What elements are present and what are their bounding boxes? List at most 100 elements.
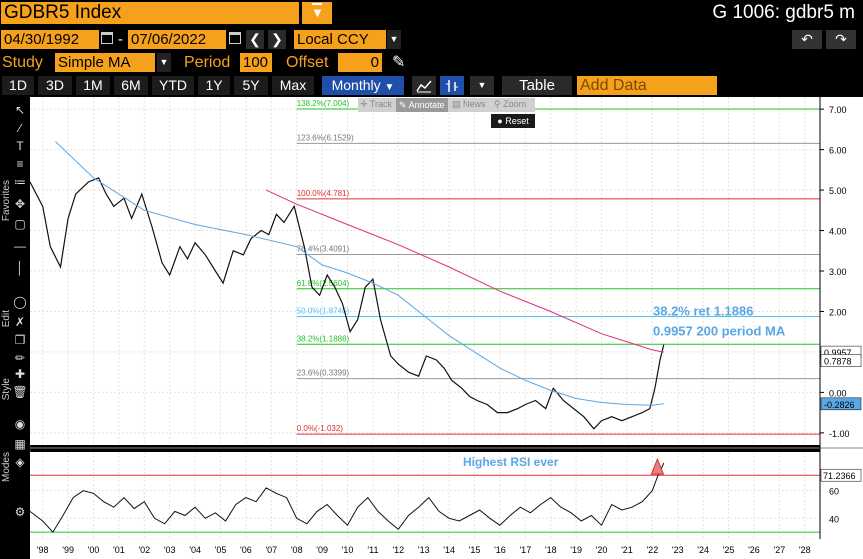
fill-icon[interactable]: ▦: [14, 437, 26, 451]
study-select[interactable]: Simple MA: [55, 53, 155, 72]
period-button-ytd[interactable]: YTD: [152, 76, 194, 95]
study-dropdown-button[interactable]: ▼: [157, 53, 171, 72]
pencil-icon[interactable]: ✎: [392, 54, 406, 71]
rsi-annotation: Highest RSI ever: [463, 455, 559, 469]
undo-button[interactable]: ↶: [792, 30, 822, 49]
text-tool-icon[interactable]: T: [16, 139, 24, 153]
x-tick-label: '99: [62, 545, 74, 555]
chevron-down-icon: ▼: [389, 34, 399, 44]
period-button-1d[interactable]: 1D: [2, 76, 34, 95]
x-tick-label: '08: [291, 545, 303, 555]
undo-icon: ↶: [801, 31, 813, 47]
annotate-tool[interactable]: ✎ Annotate: [396, 98, 448, 112]
price-tag-label: -0.2826: [824, 400, 855, 410]
start-date-field[interactable]: 04/30/1992: [1, 30, 99, 49]
erase-icon[interactable]: ✗: [14, 315, 26, 329]
x-tick-label: '01: [113, 545, 125, 555]
x-tick-label: '05: [215, 545, 227, 555]
end-calendar-icon[interactable]: [229, 32, 241, 44]
prev-period-button[interactable]: ❮: [246, 30, 264, 49]
color-icon[interactable]: ◈: [15, 455, 25, 469]
menu-lines-icon: [312, 3, 322, 5]
add-data-input[interactable]: Add Data: [577, 76, 717, 95]
x-tick-label: '27: [773, 545, 785, 555]
reset-dot-icon: ●: [497, 116, 503, 126]
frequency-select[interactable]: Monthly ▼: [322, 76, 404, 95]
news-label: News: [463, 99, 486, 109]
x-tick-label: '26: [748, 545, 760, 555]
ellipse-icon[interactable]: ◯: [13, 295, 27, 309]
rectangle-icon[interactable]: ▢: [14, 217, 26, 231]
x-tick-label: '11: [367, 545, 378, 555]
x-tick-label: '10: [342, 545, 354, 555]
rsi-value-label: 71.2366: [823, 471, 856, 481]
y-tick-label: 7.00: [829, 105, 847, 115]
fib-tool-icon[interactable]: ≡: [16, 157, 24, 171]
hline-icon[interactable]: —: [14, 239, 26, 253]
fib-retracement-annotation: 38.2% ret 1.1886: [653, 304, 753, 319]
fib-level-label: 38.2%(1.1886): [297, 334, 350, 343]
cursor-icon[interactable]: ↖: [14, 103, 26, 117]
x-tick-label: '06: [240, 545, 252, 555]
x-tick-label: '16: [494, 545, 506, 555]
period-button-6m[interactable]: 6M: [114, 76, 148, 95]
chevron-right-icon: ❯: [271, 31, 283, 47]
ticker-field[interactable]: GDBR5 Index: [1, 2, 299, 24]
channel-icon[interactable]: ≔: [14, 175, 26, 189]
period-button-5y[interactable]: 5Y: [234, 76, 268, 95]
chevron-down-icon: ▼: [159, 57, 169, 67]
price-series-line: [29, 177, 665, 430]
trash-icon[interactable]: 🗑: [12, 385, 28, 399]
style-icon[interactable]: ◉: [14, 417, 26, 431]
period-input[interactable]: 100: [240, 53, 272, 72]
next-period-button[interactable]: ❯: [268, 30, 286, 49]
start-calendar-icon[interactable]: [101, 32, 113, 44]
pan-icon[interactable]: ✥: [14, 197, 26, 211]
line-chart-button[interactable]: [412, 76, 436, 95]
cross-icon[interactable]: ✚: [14, 367, 26, 381]
track-tool[interactable]: ✛ Track: [360, 99, 392, 110]
news-tool[interactable]: ▤ News: [452, 99, 486, 110]
fib-level-label: 61.8%(2.5604): [297, 279, 350, 288]
period-button-max[interactable]: Max: [272, 76, 314, 95]
currency-dropdown-button[interactable]: ▼: [387, 30, 401, 49]
table-button[interactable]: Table: [502, 76, 572, 95]
reset-button[interactable]: ● Reset: [491, 114, 535, 128]
period-button-3d[interactable]: 3D: [38, 76, 72, 95]
offset-label: Offset: [286, 54, 329, 71]
line-tool-icon[interactable]: ∕: [18, 121, 21, 135]
chevron-left-icon: ❮: [249, 31, 261, 47]
line-chart-icon: [416, 80, 432, 93]
frequency-label: Monthly: [331, 77, 381, 93]
ticker-menu-button[interactable]: ▼: [302, 2, 332, 24]
end-date-field[interactable]: 07/06/2022: [128, 30, 226, 49]
ohlc-bars-icon: [446, 80, 458, 92]
x-tick-label: '98: [37, 545, 49, 555]
annotate-label: Annotate: [408, 100, 445, 110]
x-tick-label: '09: [316, 545, 328, 555]
currency-select[interactable]: Local CCY: [294, 30, 386, 49]
x-tick-label: '02: [138, 545, 150, 555]
zoom-tool[interactable]: ⚲ Zoom: [494, 99, 526, 110]
x-tick-label: '00: [88, 545, 100, 555]
vline-icon[interactable]: │: [16, 261, 24, 275]
ma200-series-line: [265, 189, 664, 353]
bar-chart-button[interactable]: [440, 76, 464, 95]
x-tick-label: '22: [646, 545, 658, 555]
offset-input[interactable]: 0: [338, 53, 382, 72]
mode-icon[interactable]: ⚙: [14, 505, 26, 519]
period-label: Period: [184, 54, 231, 71]
period-button-1y[interactable]: 1Y: [198, 76, 230, 95]
x-tick-label: '17: [519, 545, 531, 555]
chart-type-dropdown-button[interactable]: ▼: [470, 76, 494, 95]
period-button-1m[interactable]: 1M: [76, 76, 110, 95]
copy-icon[interactable]: ❐: [14, 333, 26, 347]
brush-icon[interactable]: ✏: [14, 351, 26, 365]
redo-button[interactable]: ↷: [826, 30, 856, 49]
price-tag-label: 0.9957: [824, 348, 852, 358]
chevron-down-icon: ▼: [384, 82, 395, 93]
main-plot-background: [30, 97, 820, 445]
fib-level-label: 23.6%(0.3399): [297, 369, 350, 378]
rsi-y-tick-label: 60: [829, 487, 839, 497]
